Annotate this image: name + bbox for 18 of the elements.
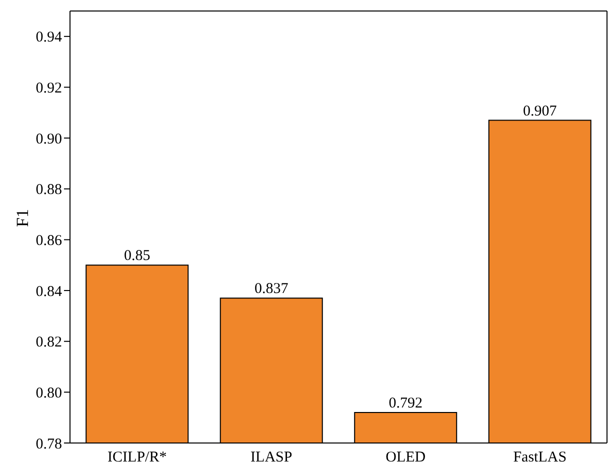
x-tick-label: OLED bbox=[386, 450, 426, 466]
y-tick-label: 0.80 bbox=[36, 386, 62, 402]
y-tick-label: 0.78 bbox=[36, 436, 62, 452]
y-tick-label: 0.94 bbox=[36, 30, 62, 46]
y-tick-label: 0.82 bbox=[36, 334, 62, 351]
x-tick-label: ICILP/R* bbox=[108, 450, 167, 466]
y-tick-label: 0.86 bbox=[36, 233, 62, 250]
y-tick-label: 0.92 bbox=[36, 80, 62, 97]
y-tick-label: 0.84 bbox=[36, 284, 62, 300]
x-tick-label: FastLAS bbox=[513, 450, 567, 466]
x-tick-label: ILASP bbox=[250, 450, 292, 466]
data-label: 0.792 bbox=[388, 396, 422, 412]
y-tick-label: 0.88 bbox=[36, 182, 62, 198]
y-tick-label: 0.90 bbox=[36, 131, 62, 148]
data-label: 0.907 bbox=[522, 103, 558, 120]
y-axis-title: F1 bbox=[13, 209, 32, 227]
data-label: 0.837 bbox=[254, 281, 289, 298]
data-label: 0.85 bbox=[124, 248, 150, 264]
